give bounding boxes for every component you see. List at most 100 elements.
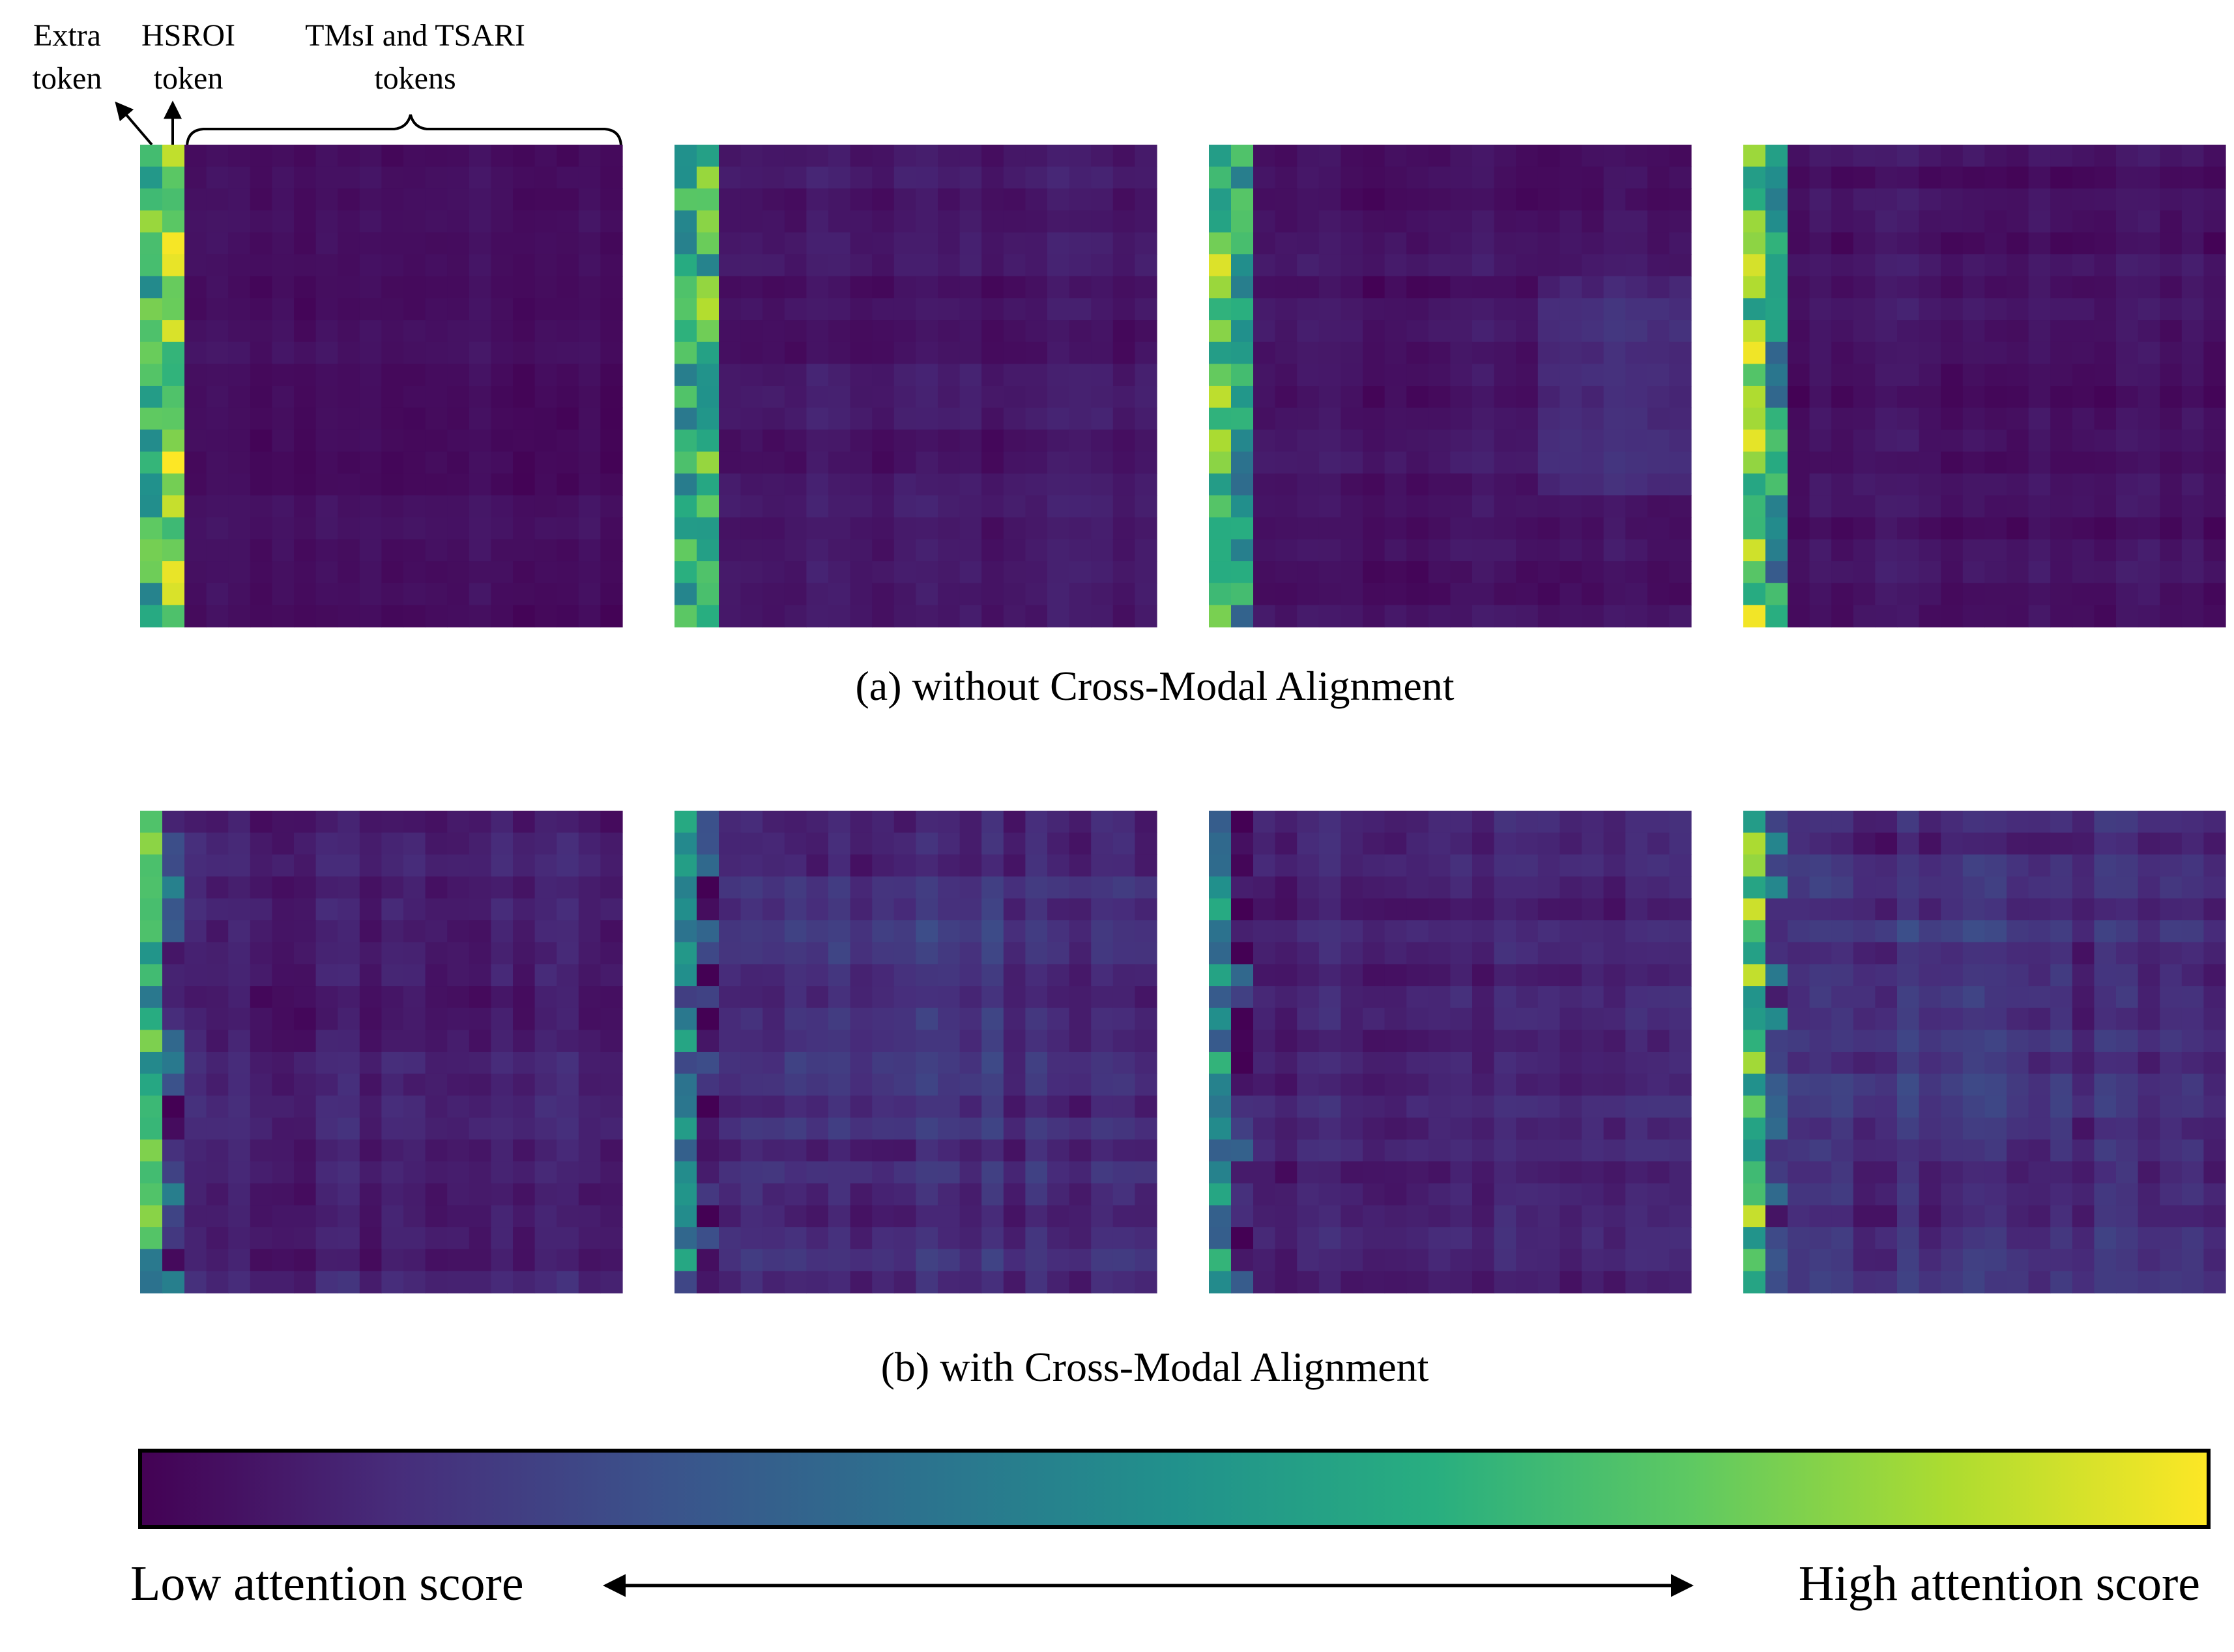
attention-cell (1603, 1030, 1626, 1052)
attention-cell (1275, 561, 1298, 584)
attention-cell (981, 811, 1004, 833)
attention-cell (740, 429, 763, 452)
attention-cell (2050, 451, 2073, 474)
attention-cell (1603, 583, 1626, 605)
attention-cell (2203, 1052, 2226, 1075)
attention-cell (1984, 1271, 2007, 1294)
token-cell (140, 1271, 163, 1294)
attention-cell (2138, 1249, 2160, 1271)
attention-cell (447, 1052, 470, 1075)
attention-cell (740, 276, 763, 299)
attention-cell (1494, 1139, 1516, 1162)
attention-cell (2181, 145, 2204, 167)
attention-cell (806, 429, 829, 452)
attention-cell (1253, 583, 1276, 605)
attention-cell (959, 986, 982, 1009)
attention-cell (272, 364, 295, 386)
attention-cell (872, 1117, 895, 1140)
attention-cell (872, 495, 895, 518)
attention-cell (2028, 254, 2051, 277)
attention-cell (381, 473, 404, 496)
attention-cell (359, 364, 382, 386)
attention-cell (1494, 276, 1516, 299)
attention-cell (2094, 276, 2117, 299)
attention-cell (2050, 364, 2073, 386)
attention-cell (1025, 1007, 1048, 1030)
token-cell (162, 232, 185, 255)
attention-cell (1669, 254, 1692, 277)
attention-cell (1406, 254, 1429, 277)
attention-cell (1472, 1227, 1495, 1250)
attention-cell (1003, 386, 1026, 409)
attention-cell (1003, 210, 1026, 233)
attention-cell (381, 811, 404, 833)
attention-cell (1091, 1271, 1114, 1294)
attention-cell (447, 942, 470, 965)
attention-cell (1450, 898, 1473, 921)
attention-cell (228, 1095, 251, 1118)
attention-cell (1135, 1095, 1157, 1118)
attention-cell (206, 232, 229, 255)
attention-cell (206, 1030, 229, 1052)
attention-cell (513, 1095, 536, 1118)
attention-cell (850, 1249, 873, 1271)
attention-cell (557, 364, 579, 386)
attention-cell (184, 876, 207, 899)
attention-cell (1297, 811, 1320, 833)
attention-cell (719, 561, 742, 584)
token-cell (1231, 561, 1254, 584)
attention-cell (1135, 1007, 1157, 1030)
attention-cell (784, 1161, 807, 1184)
attention-cell (719, 386, 742, 409)
attention-cell (1494, 1183, 1516, 1206)
attention-cell (1135, 1052, 1157, 1075)
attention-cell (1363, 1030, 1385, 1052)
token-cell (1765, 605, 1788, 628)
token-cell (1231, 188, 1254, 211)
attention-cell (1003, 1073, 1026, 1096)
attention-cell (2050, 942, 2073, 965)
attention-cell (850, 1183, 873, 1206)
attention-cell (600, 341, 623, 364)
attention-cell (1091, 188, 1114, 211)
attention-cell (1853, 811, 1876, 833)
attention-cell (916, 1117, 938, 1140)
attention-cell (1025, 986, 1048, 1009)
token-cell (675, 320, 697, 343)
attention-cell (600, 876, 623, 899)
attention-cell (425, 876, 448, 899)
attention-cell (1275, 166, 1298, 189)
attention-cell (1625, 1095, 1648, 1118)
attention-cell (916, 986, 938, 1009)
attention-cell (1625, 854, 1648, 877)
attention-cell (938, 451, 961, 474)
attention-cell (1647, 1139, 1670, 1162)
token-cell (1743, 876, 1766, 899)
attention-cell (1318, 386, 1341, 409)
attention-cell (600, 605, 623, 628)
attention-cell (2050, 920, 2073, 943)
attention-cell (1516, 495, 1539, 518)
attention-cell (740, 386, 763, 409)
attention-cell (1428, 832, 1451, 855)
attention-cell (1559, 232, 1582, 255)
attention-cell (228, 832, 251, 855)
attention-cell (1941, 1117, 1964, 1140)
attention-cell (184, 145, 207, 167)
attention-cell (938, 276, 961, 299)
attention-cell (2007, 188, 2029, 211)
attention-cell (1875, 188, 1898, 211)
token-cell (1231, 1183, 1254, 1206)
attention-cell (359, 1007, 382, 1030)
attention-cell (1275, 539, 1298, 562)
attention-cell (381, 942, 404, 965)
attention-cell (425, 1095, 448, 1118)
attention-cell (1450, 854, 1473, 877)
attention-cell (981, 605, 1004, 628)
token-cell (1765, 341, 1788, 364)
attention-cell (1603, 320, 1626, 343)
attention-cell (1363, 429, 1385, 452)
attention-cell (2116, 1205, 2139, 1228)
attention-cell (2181, 964, 2204, 987)
attention-cell (1091, 1139, 1114, 1162)
